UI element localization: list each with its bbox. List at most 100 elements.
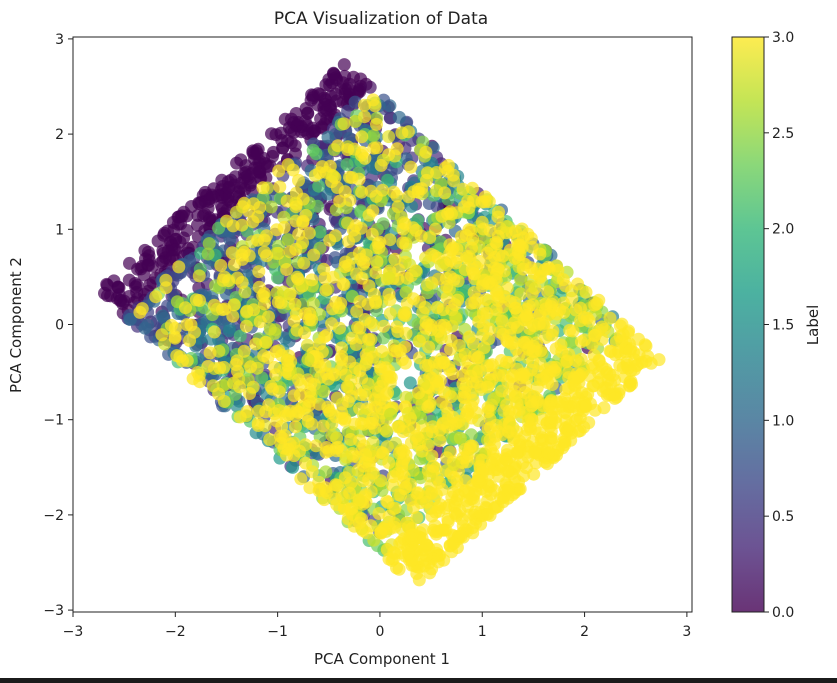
scatter-point [357,417,370,431]
scatter-point [395,353,409,367]
scatter-point [355,512,368,526]
scatter-point [392,562,406,576]
scatter-point [397,475,411,489]
scatter-point [321,130,335,144]
scatter-point [262,310,275,324]
scatter-point [361,297,375,311]
scatter-point [358,313,372,326]
scatter-point [339,450,353,464]
scatter-point [359,77,373,91]
scatter-point [530,381,544,394]
scatter-point [180,209,194,223]
y-tick-label: −3 [43,603,64,619]
scatter-point [446,536,460,550]
scatter-point [382,456,396,470]
scatter-point [378,396,392,410]
scatter-point [387,344,401,358]
scatter-point [388,546,402,560]
scatter-point [403,376,417,390]
scatter-point [268,361,282,374]
scatter-point [305,273,319,287]
scatter-point [112,281,126,295]
scatter-point [526,298,540,312]
scatter-point [350,304,364,318]
scatter-point [468,349,481,362]
scatter-point [317,91,331,105]
colorbar-tick-label: 2.0 [772,222,794,238]
scatter-point [298,326,311,340]
scatter-point [407,185,421,199]
scatter-point [355,130,369,144]
scatter-point [549,410,563,424]
scatter-point [336,277,350,291]
scatter-point [377,319,391,333]
scatter-point [287,314,301,328]
scatter-point [157,228,171,242]
scatter-point [284,136,298,150]
scatter-point [316,419,330,433]
y-tick-label: −2 [43,508,64,524]
scatter-point [293,388,307,402]
scatter-point [568,371,581,385]
scatter-point [420,278,434,292]
scatter-point [273,429,287,443]
scatter-point [252,265,266,279]
scatter-point [337,117,351,131]
scatter-point [491,229,505,243]
scatter-point [281,233,295,247]
scatter-point [374,380,388,393]
scatter-point [318,330,332,344]
scatter-point [367,129,380,143]
scatter-point [271,271,284,285]
scatter-point [319,283,333,297]
scatter-point [307,248,321,262]
scatter-point [201,247,215,261]
scatter-point [404,531,418,545]
scatter-point [176,354,189,368]
scatter-point [207,325,221,339]
scatter-point [458,400,472,413]
x-axis-ticks: −3 −2 −1 0 1 2 3 [63,612,691,640]
scatter-point [401,406,415,420]
scatter-point [412,573,426,587]
scatter-point [240,305,253,319]
scatter-point [315,345,329,359]
scatter-point [376,217,390,231]
scatter-point [272,164,286,178]
scatter-point [290,270,304,284]
scatter-point [398,217,412,231]
scatter-point [438,186,452,200]
scatter-point [292,227,306,241]
x-tick-label: −2 [165,624,186,640]
scatter-point [585,358,599,372]
scatter-point [278,112,292,126]
colorbar-tick-label: 3.0 [772,30,794,46]
scatter-point [477,341,491,355]
scatter-point [419,321,433,335]
scatter-point [391,200,405,214]
scatter-point [482,275,496,289]
scatter-point [271,295,285,309]
y-tick-label: 2 [55,127,64,143]
scatter-point [446,241,460,255]
scatter-point [337,58,351,72]
scatter-point [101,289,114,303]
scatter-point [355,145,369,159]
scatter-point [600,381,614,395]
scatter-point [141,245,155,259]
scatter-point [448,496,462,510]
scatter-point [501,425,515,439]
scatter-point [528,446,542,459]
scatter-point [288,297,302,311]
scatter-point [449,312,463,326]
scatter-point [481,380,494,394]
scatter-point [135,302,149,316]
scatter-point [366,204,380,218]
scatter-point [240,169,254,183]
scatter-point [522,343,536,356]
scatter-point [541,446,555,460]
scatter-point [273,180,287,194]
scatter-point [231,271,244,285]
scatter-point [399,390,413,404]
